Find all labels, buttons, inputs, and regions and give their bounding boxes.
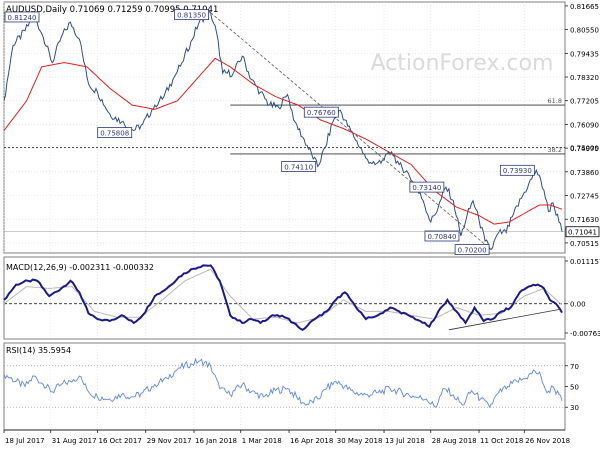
x-tick-label: 18 Jul 2017 bbox=[5, 437, 45, 445]
price-y-tick-label: 0.74975 bbox=[570, 145, 599, 153]
ema-series-line bbox=[3, 57, 563, 225]
price-panel: AUDUSD,Daily 0.71069 0.71259 0.70995 0.7… bbox=[3, 1, 600, 430]
rsi-title: RSI(14) 35.5954 bbox=[6, 346, 71, 355]
price-y-tick-label: 0.77205 bbox=[570, 98, 599, 106]
last-price-value: 0.71041 bbox=[568, 229, 597, 237]
rsi-series-line bbox=[3, 357, 563, 409]
macd-y-tick-label: 0.00 bbox=[570, 301, 586, 309]
x-tick-label: 16 Jan 2018 bbox=[195, 437, 237, 445]
price-y-tick-label: 0.70515 bbox=[570, 240, 599, 248]
price-y-tick-label: 0.78320 bbox=[570, 74, 599, 82]
last-price-label: 0.71041 bbox=[4, 226, 600, 238]
price-annotation: 0.81240 bbox=[4, 11, 40, 23]
price-annotation: 0.75808 bbox=[97, 127, 133, 138]
price-annotation: 0.70200 bbox=[454, 244, 490, 255]
price-trendline bbox=[210, 12, 492, 250]
annotation-label: 0.75808 bbox=[100, 129, 129, 137]
annotation-box bbox=[97, 127, 133, 138]
price-annotation: 0.74110 bbox=[281, 161, 317, 172]
price-y-tick-label: 0.76090 bbox=[570, 121, 599, 129]
x-tick-label: 16 Oct 2017 bbox=[99, 437, 142, 445]
fibonacci-levels: 61.8 38.2 bbox=[230, 97, 565, 155]
annotation-label: 0.81240 bbox=[8, 14, 37, 22]
price-annotation: 0.81350 bbox=[174, 9, 210, 21]
x-tick-label: 16 Apr 2018 bbox=[290, 437, 333, 445]
price-annotation: 0.73140 bbox=[409, 181, 445, 193]
rsi-y-axis: 70 50 30 bbox=[565, 363, 579, 412]
x-tick-label: 26 Nov 2018 bbox=[525, 437, 570, 445]
annotation-box bbox=[409, 181, 445, 193]
price-annotation: 0.73930 bbox=[499, 164, 535, 176]
price-series-line bbox=[3, 10, 563, 251]
price-y-tick-label: 0.73860 bbox=[570, 169, 599, 177]
price-annotation: 0.70840 bbox=[424, 230, 460, 242]
x-tick-label: 1 Mar 2018 bbox=[242, 437, 282, 445]
price-annotations: 0.81240 0.81350 0.75808 0.76760 0.74110 0.731… bbox=[4, 9, 535, 255]
rsi-grid bbox=[4, 365, 565, 408]
annotation-box bbox=[424, 230, 460, 242]
signal-series-line bbox=[3, 268, 563, 324]
x-axis: 18 Jul 2017 31 Aug 2017 16 Oct 2017 29 Nov … bbox=[3, 429, 570, 445]
macd-trendline bbox=[448, 309, 560, 331]
reference-label: 0.75000 bbox=[570, 145, 599, 153]
macd-y-axis: 0.011157 0.00 -0.007634 bbox=[565, 258, 600, 338]
price-y-tick-label: 0.71630 bbox=[570, 216, 599, 224]
rsi-y-tick-label: 70 bbox=[570, 363, 579, 371]
macd-series-line bbox=[3, 264, 563, 331]
price-y-tick-label: 0.72745 bbox=[570, 193, 599, 201]
price-title: AUDUSD,Daily 0.71069 0.71259 0.70995 0.7… bbox=[6, 5, 218, 15]
annotation-label: 0.74110 bbox=[284, 163, 313, 171]
x-tick-label: 31 Aug 2017 bbox=[52, 437, 97, 445]
last-price-box bbox=[565, 226, 600, 238]
x-tick-label: 13 Jul 2018 bbox=[385, 437, 425, 445]
macd-title: MACD(12,26,9) -0.002311 -0.000332 bbox=[6, 263, 154, 272]
annotation-label: 0.70840 bbox=[427, 233, 456, 241]
price-y-axis: 0.81665 0.80550 0.79435 0.78320 0.77205 0.760… bbox=[565, 3, 599, 248]
x-tick-label: 28 Aug 2018 bbox=[432, 437, 477, 445]
price-annotation: 0.76760 bbox=[303, 106, 339, 118]
horizontal-reference: 0.75000 bbox=[4, 145, 599, 153]
fib-level-label: 38.2 bbox=[548, 146, 562, 154]
macd-y-tick-label: -0.007634 bbox=[570, 330, 600, 338]
price-y-tick-label: 0.79435 bbox=[570, 50, 599, 58]
price-panel-frame bbox=[3, 1, 566, 254]
price-y-tick-label: 0.80550 bbox=[570, 27, 599, 35]
annotation-label: 0.70200 bbox=[458, 246, 487, 254]
annotation-box bbox=[499, 164, 535, 176]
annotation-label: 0.81350 bbox=[177, 11, 206, 19]
x-tick-label: 30 May 2018 bbox=[337, 437, 383, 445]
annotation-label: 0.73140 bbox=[412, 184, 441, 192]
annotation-box bbox=[4, 11, 40, 23]
x-tick-label: 11 Oct 2018 bbox=[480, 437, 523, 445]
annotation-box bbox=[454, 244, 490, 255]
annotation-box bbox=[174, 9, 210, 21]
price-y-tick-label: 0.81665 bbox=[570, 3, 599, 11]
annotation-label: 0.73930 bbox=[503, 167, 532, 175]
macd-panel-frame bbox=[3, 256, 566, 340]
watermark: ActionForex.com bbox=[371, 51, 554, 76]
annotation-box bbox=[303, 106, 339, 118]
rsi-y-tick-label: 30 bbox=[570, 404, 579, 412]
annotation-label: 0.76760 bbox=[307, 109, 336, 117]
macd-y-tick-label: 0.011157 bbox=[570, 258, 600, 266]
x-tick-label: 29 Nov 2017 bbox=[147, 437, 192, 445]
fib-level-label: 61.8 bbox=[548, 97, 562, 105]
annotation-box bbox=[281, 161, 317, 172]
rsi-y-tick-label: 50 bbox=[570, 384, 579, 392]
macd-panel: MACD(12,26,9) -0.002311 -0.000332 0.0111… bbox=[3, 256, 600, 340]
